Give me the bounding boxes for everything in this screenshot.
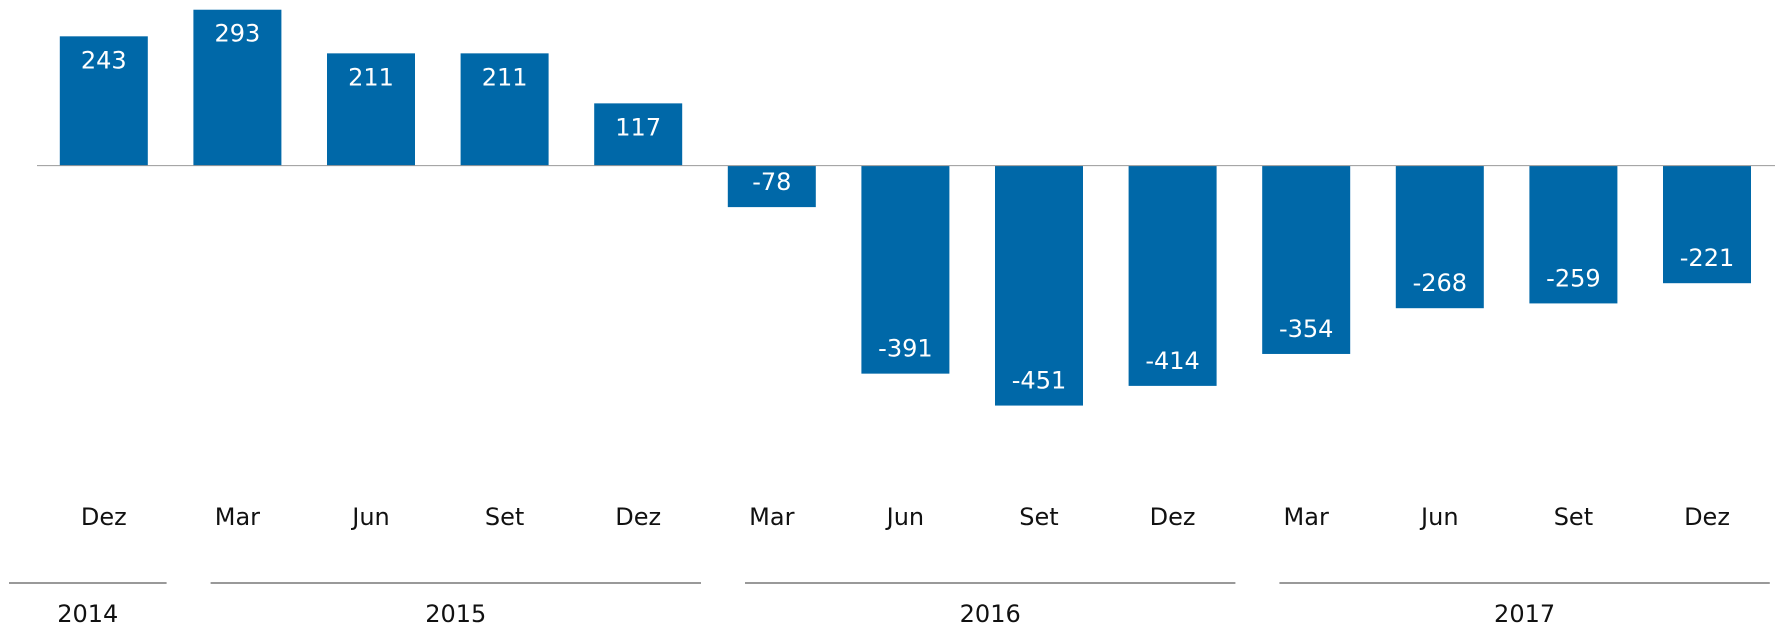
x-tick-label: Dez [615,503,661,531]
x-tick-label: Jun [350,503,390,531]
bar [1128,165,1217,386]
value-label: -268 [1413,269,1467,297]
x-tick-label: Dez [1150,503,1196,531]
bar [1529,165,1618,304]
value-label: -391 [878,335,932,363]
bar [460,53,549,166]
value-label: 293 [214,20,260,48]
bar [995,165,1083,406]
x-tick-label: Mar [1284,503,1329,531]
value-label: -354 [1279,315,1333,343]
group-label: 2015 [425,600,486,628]
value-label: 243 [81,46,127,74]
x-tick-label: Dez [1684,503,1730,531]
value-label: 211 [348,63,394,91]
x-tick-label: Set [485,503,524,531]
x-tick-label: Set [1019,503,1058,531]
bar [1262,165,1351,354]
bar [594,103,683,166]
value-label: -259 [1546,264,1600,292]
group-label: 2016 [960,600,1021,628]
bar [1395,165,1484,309]
x-tick-label: Jun [885,503,925,531]
bar [1663,165,1751,284]
group-label: 2014 [57,600,118,628]
bar [861,165,950,374]
value-label: -78 [752,168,791,196]
value-label: -414 [1145,347,1199,375]
value-label: 211 [482,63,528,91]
value-label: 117 [615,113,661,141]
x-tick-label: Set [1554,503,1593,531]
x-tick-label: Mar [749,503,794,531]
bar [59,36,148,166]
x-tick-label: Mar [215,503,260,531]
bar [727,165,816,208]
value-label: -221 [1680,244,1734,272]
x-tick-label: Dez [81,503,127,531]
bar [327,53,415,166]
group-label: 2017 [1494,600,1555,628]
bar [193,9,282,166]
value-label: -451 [1012,367,1066,395]
x-tick-label: Jun [1419,503,1459,531]
